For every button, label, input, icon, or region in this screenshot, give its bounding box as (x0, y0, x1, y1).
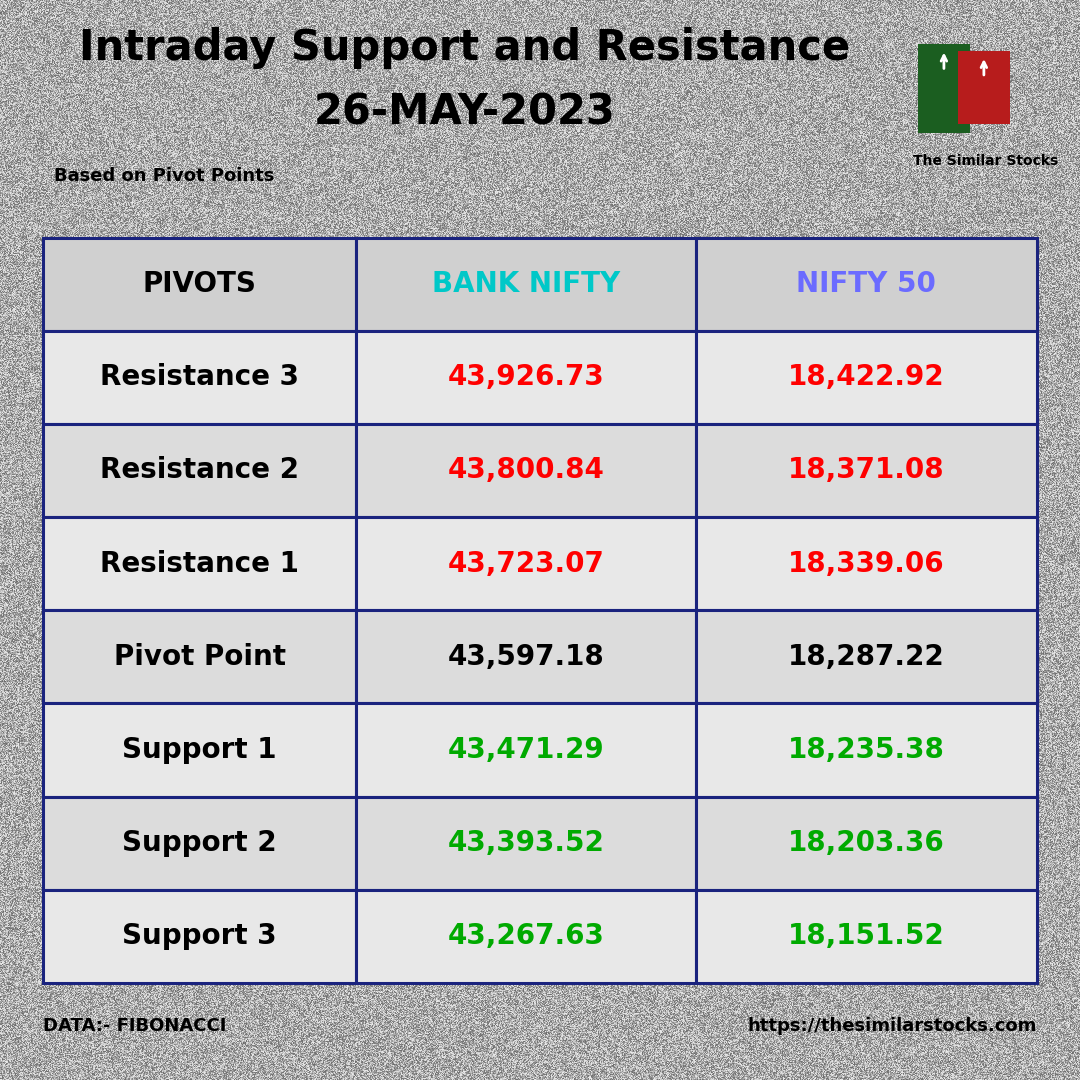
Bar (696, 890, 1037, 983)
Text: 18,235.38: 18,235.38 (788, 735, 945, 764)
Text: 43,597.18: 43,597.18 (448, 643, 605, 671)
Bar (356, 517, 696, 610)
Bar (356, 890, 696, 983)
Bar (43, 610, 356, 703)
Bar (696, 703, 1037, 797)
Text: 18,151.52: 18,151.52 (788, 922, 945, 950)
Text: Resistance 1: Resistance 1 (100, 550, 299, 578)
Bar (356, 238, 696, 330)
Bar (356, 423, 696, 517)
Text: BANK NIFTY: BANK NIFTY (432, 270, 620, 298)
Text: 18,371.08: 18,371.08 (788, 457, 945, 485)
Bar (696, 423, 1037, 517)
Bar (356, 610, 696, 703)
Text: Support 2: Support 2 (122, 829, 276, 858)
Text: Support 1: Support 1 (122, 735, 276, 764)
Bar (958, 51, 1010, 124)
Bar (696, 330, 1037, 423)
Text: Resistance 3: Resistance 3 (100, 363, 299, 391)
Text: 26-MAY-2023: 26-MAY-2023 (313, 92, 616, 134)
Text: Support 3: Support 3 (122, 922, 276, 950)
Bar (918, 44, 970, 133)
Bar (356, 703, 696, 797)
Text: 43,267.63: 43,267.63 (447, 922, 605, 950)
Text: https://thesimilarstocks.com: https://thesimilarstocks.com (747, 1017, 1037, 1035)
Bar (43, 238, 356, 330)
Bar (356, 797, 696, 890)
Text: Pivot Point: Pivot Point (113, 643, 286, 671)
Bar (43, 517, 356, 610)
Bar (696, 797, 1037, 890)
Text: Based on Pivot Points: Based on Pivot Points (54, 167, 274, 186)
Bar (43, 890, 356, 983)
Text: 43,471.29: 43,471.29 (448, 735, 605, 764)
Text: 18,339.06: 18,339.06 (788, 550, 945, 578)
Text: 18,422.92: 18,422.92 (788, 363, 945, 391)
Bar (696, 238, 1037, 330)
Text: 18,203.36: 18,203.36 (788, 829, 945, 858)
Text: 18,287.22: 18,287.22 (788, 643, 945, 671)
Bar (43, 797, 356, 890)
Bar (696, 517, 1037, 610)
Text: 43,723.07: 43,723.07 (447, 550, 605, 578)
Bar (356, 330, 696, 423)
Text: Resistance 2: Resistance 2 (100, 457, 299, 485)
Text: 43,926.73: 43,926.73 (448, 363, 605, 391)
Bar (696, 610, 1037, 703)
Text: The Similar Stocks: The Similar Stocks (913, 154, 1058, 168)
Text: 43,393.52: 43,393.52 (447, 829, 605, 858)
Bar (43, 423, 356, 517)
Text: Intraday Support and Resistance: Intraday Support and Resistance (79, 27, 850, 69)
Text: DATA:- FIBONACCI: DATA:- FIBONACCI (43, 1017, 227, 1035)
Text: NIFTY 50: NIFTY 50 (796, 270, 936, 298)
Text: PIVOTS: PIVOTS (143, 270, 257, 298)
Bar (43, 330, 356, 423)
Text: 43,800.84: 43,800.84 (447, 457, 605, 485)
Bar (43, 703, 356, 797)
